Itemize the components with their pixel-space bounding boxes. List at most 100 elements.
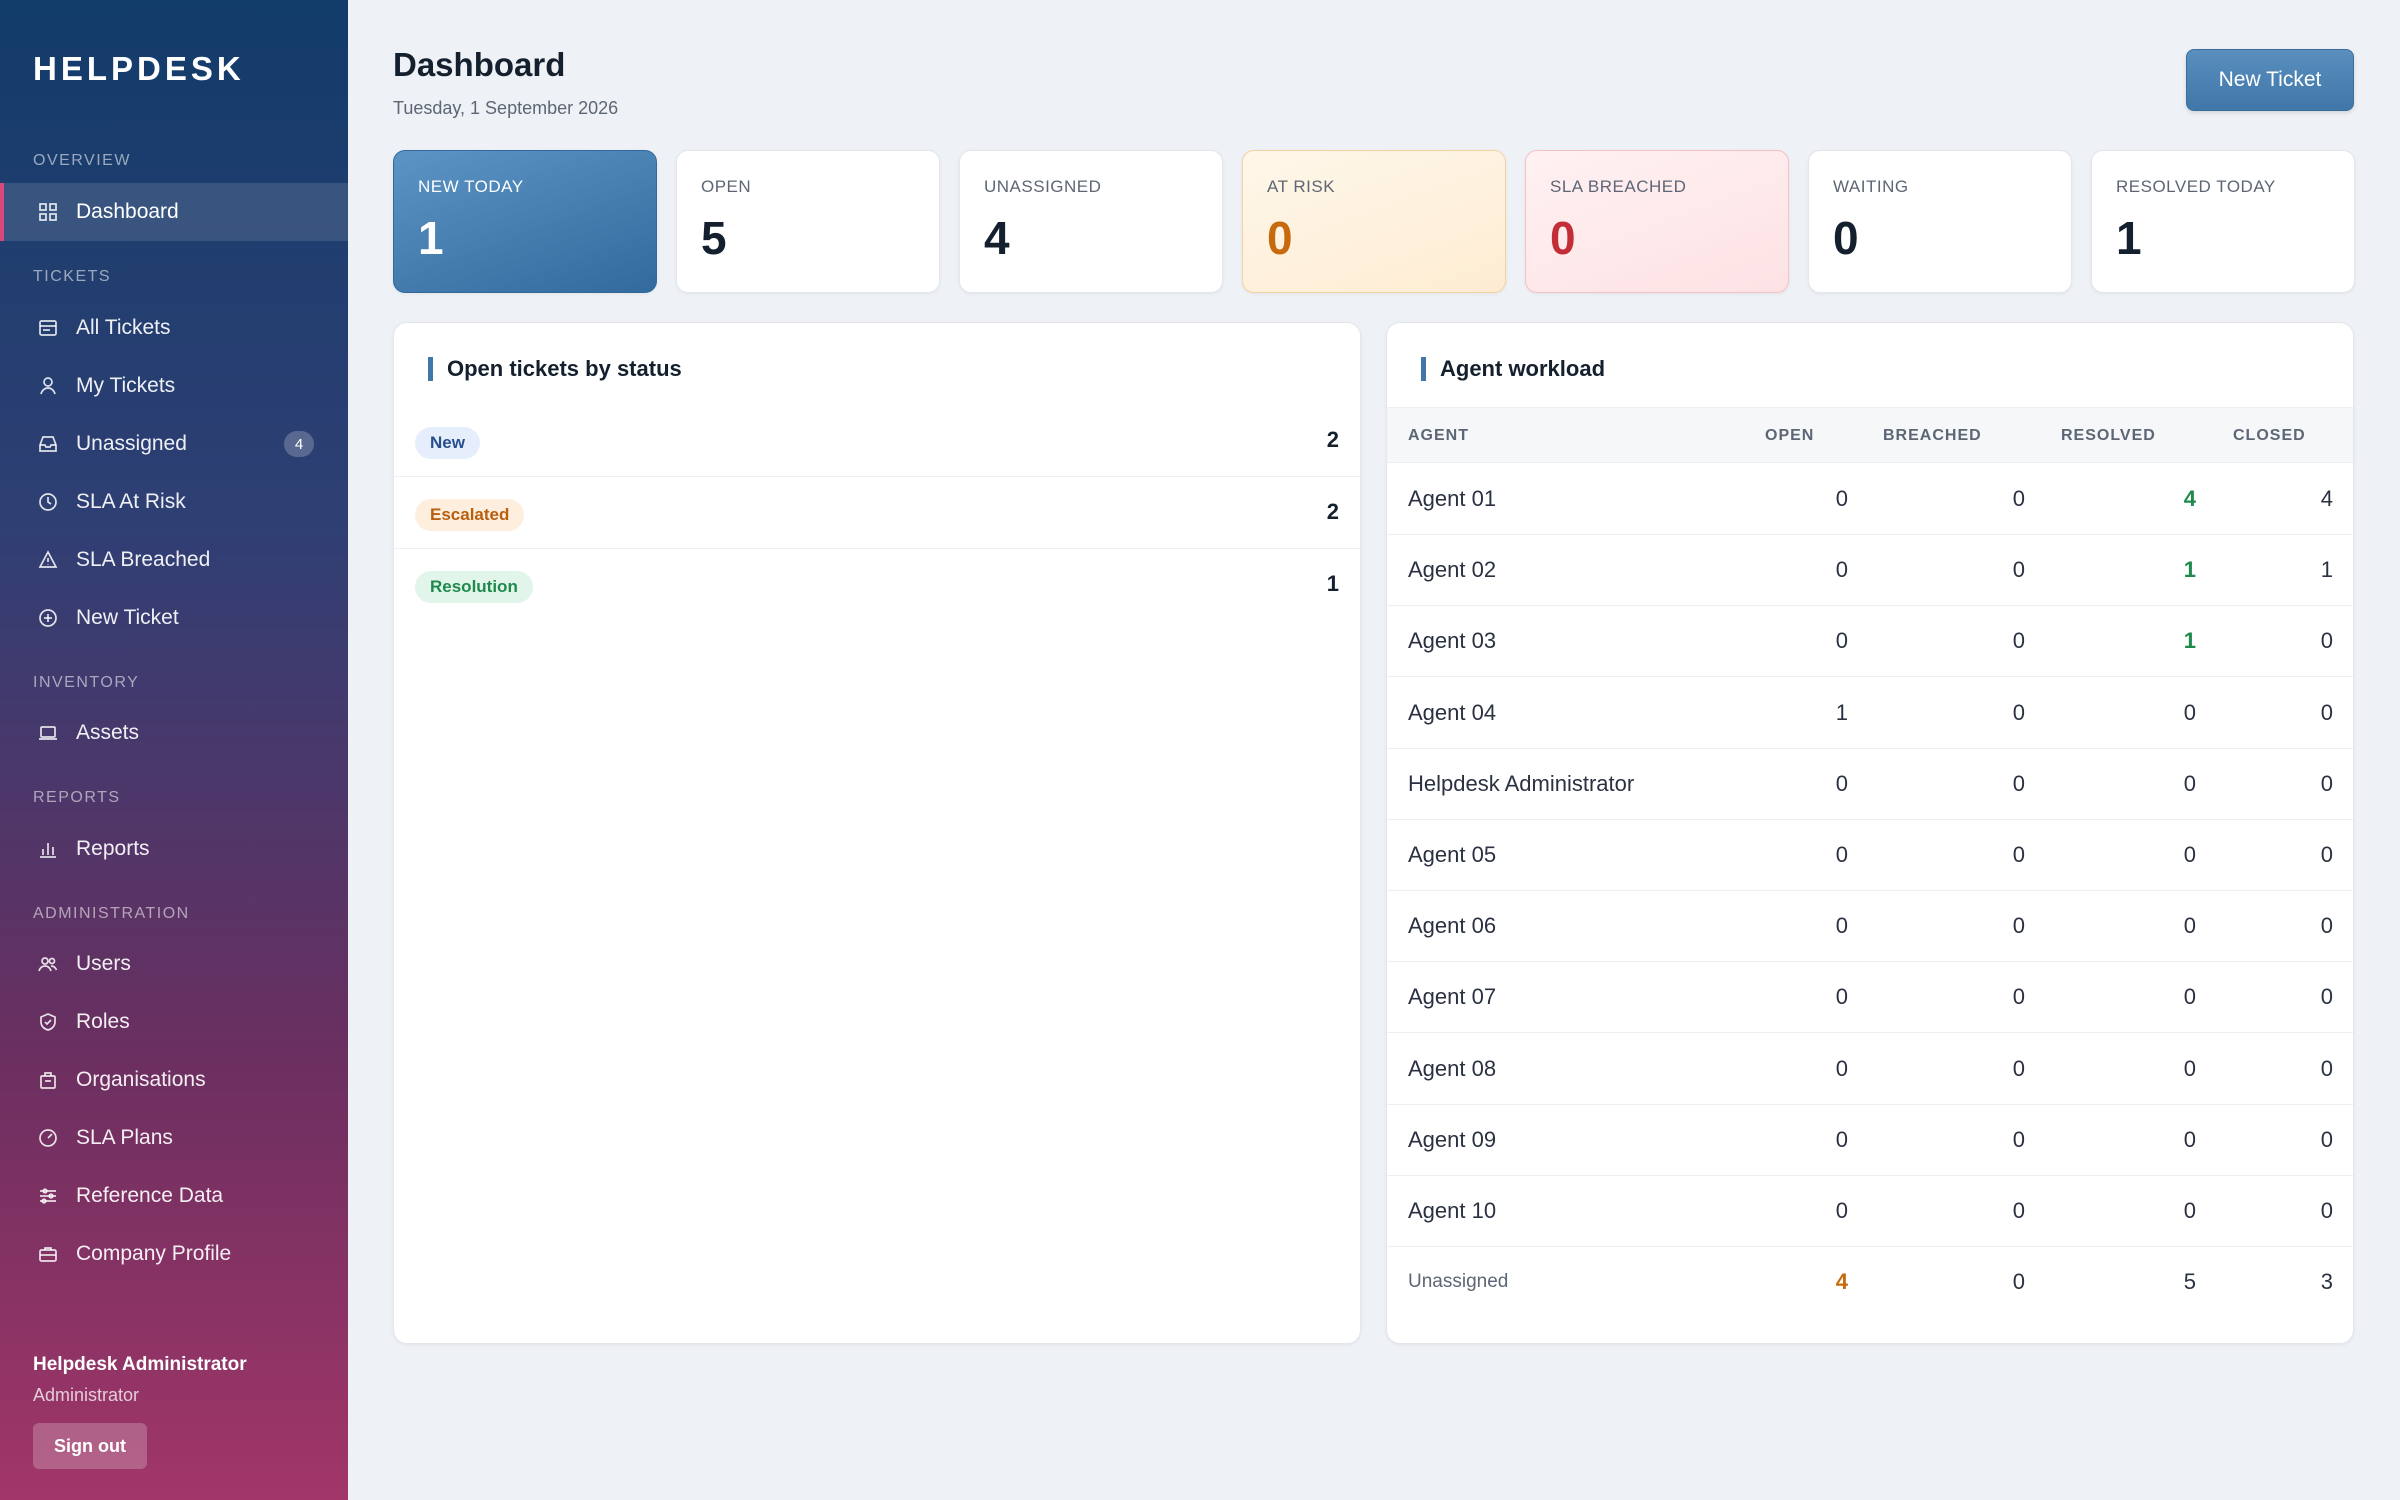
open-count-cell: 0	[1835, 984, 1848, 1010]
agent-name-cell: Agent 05	[1408, 842, 1497, 867]
breached-count-cell: 0	[2012, 842, 2025, 867]
sidebar-item-label: Roles	[76, 1010, 130, 1033]
stat-card-sla-breached[interactable]: SLA BREACHED 0	[1525, 150, 1789, 293]
stat-value: 0	[1833, 212, 1859, 264]
table-row[interactable]: Agent 04 1 0 0 0	[1387, 678, 2353, 749]
section-title-administration: ADMINISTRATION	[33, 905, 190, 922]
status-row-resolution[interactable]: Resolution 1	[394, 549, 1360, 621]
table-row[interactable]: Agent 03 0 0 1 0	[1387, 606, 2353, 678]
sidebar-item-roles[interactable]: Roles	[0, 993, 348, 1051]
panel-title: Agent workload	[1421, 357, 1605, 381]
open-count-cell: 1	[1835, 699, 1848, 725]
closed-count-cell: 0	[2320, 1055, 2333, 1081]
sidebar-item-assets[interactable]: Assets	[0, 704, 348, 762]
sidebar-item-all-tickets[interactable]: All Tickets	[0, 299, 348, 357]
stat-value: 4	[984, 212, 1010, 264]
status-row-new[interactable]: New 2	[394, 405, 1360, 477]
agent-name-cell: Agent 07	[1408, 984, 1497, 1010]
users-icon	[38, 954, 58, 974]
sign-out-button[interactable]: Sign out	[33, 1423, 147, 1469]
new-ticket-button[interactable]: New Ticket	[2186, 49, 2354, 111]
status-row-escalated[interactable]: Escalated 2	[394, 477, 1360, 549]
sidebar-item-label: Organisations	[76, 1068, 206, 1091]
stat-card-resolved-today[interactable]: RESOLVED TODAY 1	[2091, 150, 2355, 293]
sidebar-item-label: Dashboard	[76, 200, 179, 223]
table-row[interactable]: Agent 01 0 0 4 4	[1387, 464, 2353, 535]
current-user-role: Administrator	[33, 1385, 140, 1405]
stat-card-at-risk[interactable]: AT RISK 0	[1242, 150, 1506, 293]
closed-count-cell: 3	[2320, 1269, 2333, 1295]
resolved-count-cell: 0	[2183, 770, 2196, 796]
breached-count-cell: 0	[2012, 770, 2025, 796]
resolved-count-cell: 0	[2183, 1055, 2196, 1081]
table-row[interactable]: Agent 02 0 0 1 1	[1387, 535, 2353, 607]
section-title-reports: REPORTS	[33, 789, 121, 806]
ticket-icon	[38, 318, 58, 338]
sidebar-item-sla-at-risk[interactable]: SLA At Risk	[0, 473, 348, 531]
table-row[interactable]: Agent 08 0 0 0 0	[1387, 1034, 2353, 1105]
status-pill: New	[415, 427, 480, 459]
sidebar-item-dashboard[interactable]: Dashboard	[0, 183, 348, 241]
stat-card-unassigned[interactable]: UNASSIGNED 4	[959, 150, 1223, 293]
section-title-tickets: TICKETS	[33, 268, 112, 285]
stat-card-waiting[interactable]: WAITING 0	[1808, 150, 2072, 293]
table-row[interactable]: Agent 07 0 0 0 0	[1387, 962, 2353, 1034]
agent-name-cell: Unassigned	[1408, 1271, 1509, 1293]
table-row[interactable]: Agent 10 0 0 0 0	[1387, 1176, 2353, 1247]
stat-value: 0	[1267, 212, 1293, 264]
page-title: Dashboard	[393, 46, 566, 83]
table-row[interactable]: Agent 05 0 0 0 0	[1387, 820, 2353, 891]
table-row[interactable]: Agent 09 0 0 0 0	[1387, 1105, 2353, 1176]
closed-count-cell: 0	[2320, 1198, 2333, 1223]
open-count-cell: 0	[1835, 842, 1848, 867]
sliders-icon	[38, 1186, 58, 1206]
resolved-count-cell: 0	[2183, 1198, 2196, 1223]
sidebar-item-unassigned[interactable]: Unassigned 4	[0, 415, 348, 473]
bar-chart-icon	[38, 839, 58, 859]
breached-count-cell: 0	[2012, 1198, 2025, 1223]
resolved-count-cell: 1	[2183, 628, 2196, 654]
gauge-icon	[38, 1128, 58, 1148]
sidebar-item-reports[interactable]: Reports	[0, 820, 348, 878]
sidebar-item-label: Unassigned	[76, 432, 187, 455]
agent-name-cell: Agent 10	[1408, 1198, 1497, 1223]
open-count-cell: 0	[1835, 1055, 1848, 1081]
sidebar-item-company-profile[interactable]: Company Profile	[0, 1225, 348, 1283]
breached-count-cell: 0	[2012, 486, 2025, 511]
stat-card-open[interactable]: OPEN 5	[676, 150, 940, 293]
closed-count-cell: 0	[2320, 913, 2333, 939]
resolved-count-cell: 0	[2183, 984, 2196, 1010]
sidebar-item-reference-data[interactable]: Reference Data	[0, 1167, 348, 1225]
breached-count-cell: 0	[2012, 1269, 2025, 1295]
shield-icon	[38, 1012, 58, 1032]
agent-name-cell: Helpdesk Administrator	[1408, 770, 1635, 796]
status-pill: Escalated	[415, 499, 525, 531]
sidebar-item-my-tickets[interactable]: My Tickets	[0, 357, 348, 415]
table-row[interactable]: Unassigned 4 0 5 3	[1387, 1247, 2353, 1318]
sidebar-item-label: SLA Plans	[76, 1126, 173, 1149]
sidebar-item-label: SLA At Risk	[76, 490, 186, 513]
agent-name-cell: Agent 09	[1408, 1126, 1497, 1152]
stat-card-new-today[interactable]: NEW TODAY 1	[393, 150, 657, 293]
closed-count-cell: 0	[2320, 770, 2333, 796]
sidebar-item-users[interactable]: Users	[0, 935, 348, 993]
sidebar-item-organisations[interactable]: Organisations	[0, 1051, 348, 1109]
sidebar-item-sla-plans[interactable]: SLA Plans	[0, 1109, 348, 1167]
sidebar-item-sla-breached[interactable]: SLA Breached	[0, 531, 348, 589]
sidebar-item-new-ticket[interactable]: New Ticket	[0, 589, 348, 647]
sidebar-item-label: Users	[76, 952, 131, 975]
status-count: 1	[1326, 571, 1339, 596]
open-count-cell: 0	[1835, 770, 1848, 796]
open-count-cell: 0	[1835, 913, 1848, 939]
sidebar-item-label: Reports	[76, 837, 150, 860]
sidebar-item-label: Assets	[76, 721, 140, 744]
closed-count-cell: 0	[2320, 1126, 2333, 1152]
inbox-icon	[38, 434, 58, 454]
stat-value: 1	[418, 212, 444, 264]
grid-icon	[38, 202, 58, 222]
table-row[interactable]: Agent 06 0 0 0 0	[1387, 891, 2353, 963]
table-row[interactable]: Helpdesk Administrator 0 0 0 0	[1387, 749, 2353, 820]
agent-name-cell: Agent 01	[1408, 486, 1497, 511]
closed-count-cell: 1	[2320, 557, 2333, 583]
open-count-cell: 0	[1835, 557, 1848, 583]
